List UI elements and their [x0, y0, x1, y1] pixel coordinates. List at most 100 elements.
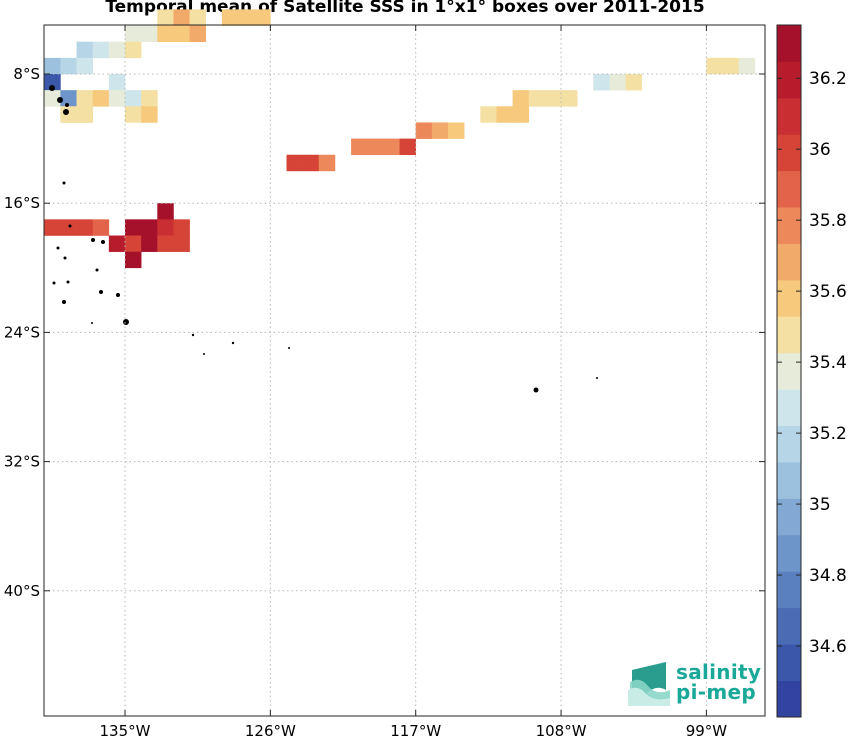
island [203, 353, 205, 355]
colorbar-swatch [777, 571, 801, 609]
sss-cell [351, 138, 368, 156]
sss-cell [125, 41, 142, 59]
colorbar-swatch [777, 316, 801, 354]
sss-cell [60, 57, 77, 75]
sss-cell [173, 219, 190, 236]
sss-cell [173, 9, 190, 26]
sss-cell [448, 122, 465, 139]
colorbar-swatch [777, 25, 801, 62]
island [191, 333, 195, 337]
sss-cell [125, 251, 142, 269]
salinity-pi-mep-logo: salinity pi-mep [626, 660, 761, 708]
sss-cell [173, 25, 190, 42]
island [533, 387, 539, 393]
sss-cells [44, 9, 756, 269]
sss-cell [561, 90, 578, 107]
sss-cell [44, 219, 61, 236]
sss-cell [141, 235, 158, 252]
sss-cell [141, 90, 158, 107]
island [288, 347, 290, 349]
sss-cell [92, 41, 110, 59]
colorbar-swatch [777, 680, 801, 718]
sss-cell [76, 41, 93, 59]
sss-cell [60, 106, 77, 123]
lon-tick-label: 126°W [245, 722, 296, 740]
sss-cell [157, 203, 174, 220]
sss-cell [76, 219, 93, 236]
sss-cell [415, 122, 433, 139]
island [49, 85, 55, 91]
sss-cell [544, 90, 562, 107]
sss-cell [125, 90, 142, 107]
island [101, 240, 105, 244]
island [52, 281, 56, 285]
sss-cell [302, 154, 320, 172]
sss-cell [286, 154, 303, 172]
sss-cell [141, 106, 158, 123]
colorbar-tick-label: 35.6 [809, 282, 847, 302]
sss-cell [60, 219, 77, 236]
sss-cell [76, 106, 93, 123]
lon-tick-label: 135°W [100, 722, 151, 740]
sss-cell [318, 154, 336, 172]
island [231, 341, 235, 345]
island [116, 293, 120, 297]
sss-cell [528, 90, 546, 107]
lat-tick-label: 8°S [13, 65, 40, 83]
sss-cell [189, 25, 207, 42]
island [57, 97, 63, 103]
sss-cell [221, 9, 239, 26]
sss-cell [383, 138, 400, 156]
sss-cell [157, 235, 174, 252]
island [63, 109, 69, 115]
colorbar-swatch [777, 134, 801, 172]
colorbar-swatch [777, 170, 801, 208]
colorbar-swatch [777, 97, 801, 135]
sss-cell [625, 74, 643, 91]
sss-cell [593, 74, 610, 91]
sss-cell [254, 9, 271, 26]
sss-cell [44, 57, 61, 75]
sss-cell [44, 90, 61, 107]
sss-cell [512, 106, 530, 123]
colorbar-tick-label: 36.2 [809, 69, 847, 89]
lon-tick-label: 117°W [390, 722, 441, 740]
wave-logo-icon [628, 662, 670, 706]
sss-cell [108, 235, 126, 252]
sss-cell [76, 90, 93, 107]
sss-cell [157, 9, 174, 26]
logo-line-2: pi-mep [676, 680, 756, 704]
island [91, 322, 93, 324]
sss-cell [238, 9, 255, 26]
sss-cell [431, 122, 449, 139]
colorbar-swatch [777, 61, 801, 99]
graticule [44, 25, 765, 716]
sss-cell [189, 9, 207, 26]
colorbar-swatch [777, 607, 801, 645]
sss-cell [108, 74, 126, 91]
sss-cell [399, 138, 416, 156]
sss-cell [92, 90, 110, 107]
island [62, 181, 66, 185]
sss-cell [496, 106, 513, 123]
sss-cell [125, 235, 142, 252]
sss-cell [512, 90, 530, 107]
sss-cell [108, 90, 126, 107]
colorbar-swatch [777, 389, 801, 427]
island [66, 280, 70, 284]
colorbar-swatch [777, 425, 801, 463]
island [56, 246, 60, 250]
colorbar-swatch [777, 352, 801, 390]
colorbar-swatch [777, 243, 801, 281]
colorbar-swatch [777, 644, 801, 681]
sss-cell [60, 90, 77, 107]
island [62, 300, 66, 304]
sss-cell [92, 219, 110, 236]
colorbar-swatch [777, 207, 801, 244]
lat-tick-label: 32°S [4, 453, 40, 471]
sss-cell [76, 57, 93, 75]
sss-cell [157, 219, 174, 236]
sss-cell [157, 25, 174, 42]
lat-tick-label: 16°S [4, 194, 40, 212]
island [65, 103, 69, 107]
